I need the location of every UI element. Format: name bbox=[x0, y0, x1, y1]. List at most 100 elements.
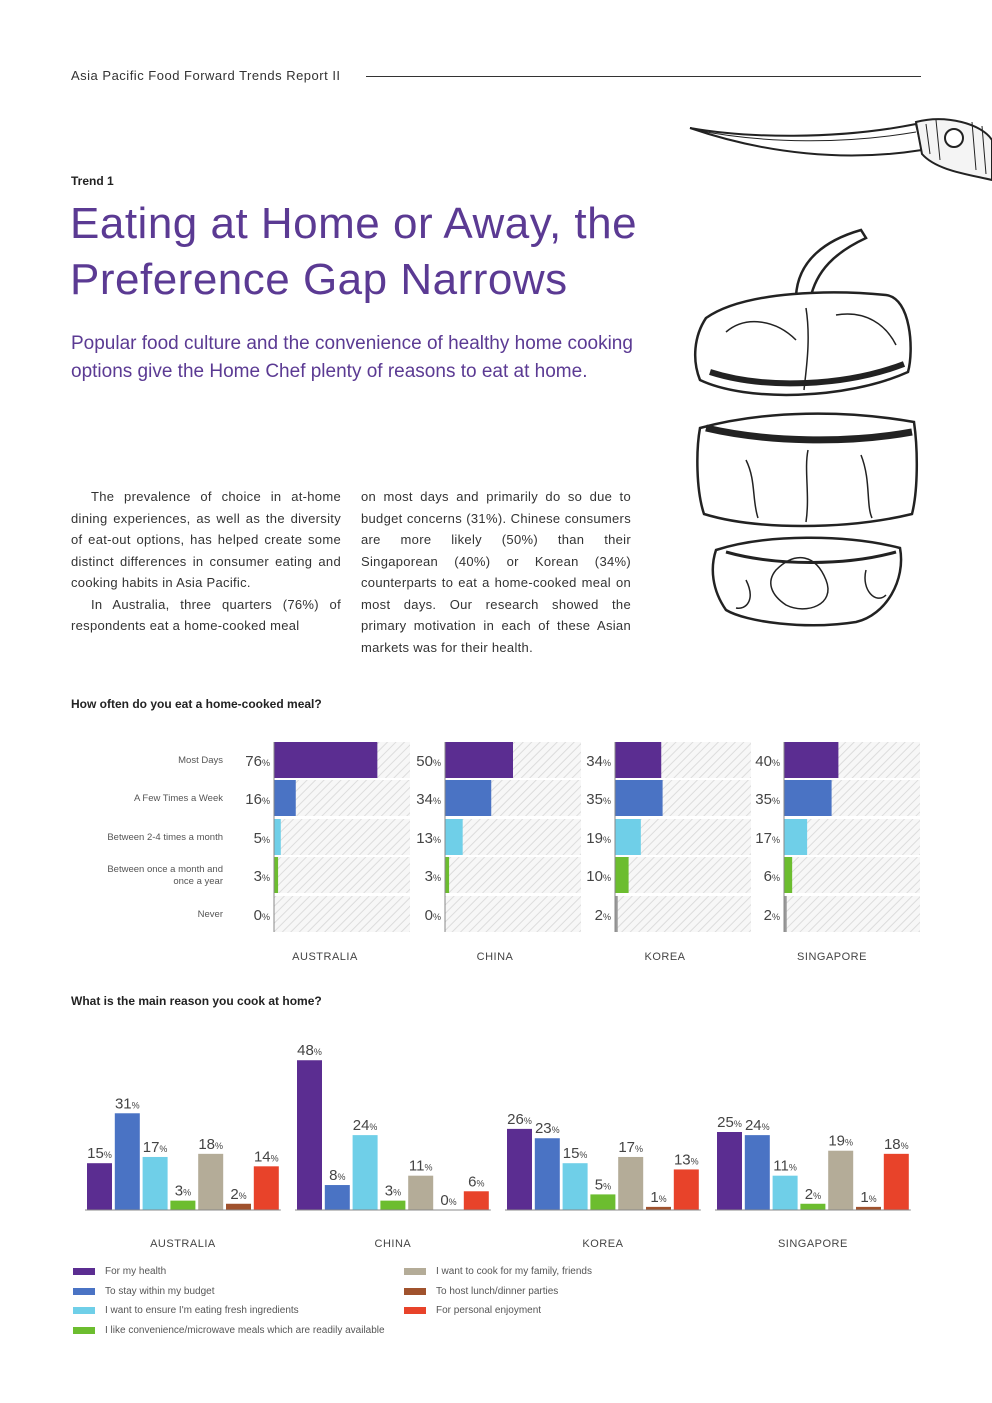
bar-background bbox=[615, 857, 751, 893]
frequency-value-label: 19% bbox=[586, 830, 611, 847]
category-label: A Few Times a Week bbox=[134, 793, 223, 804]
group-label: KOREA bbox=[582, 1238, 623, 1250]
frequency-bar bbox=[274, 857, 279, 893]
reason-value-label: 13% bbox=[674, 1151, 699, 1168]
reason-value-label: 2% bbox=[805, 1186, 821, 1203]
bar-background bbox=[274, 819, 410, 855]
frequency-bar bbox=[784, 819, 808, 855]
reason-bar bbox=[198, 1153, 224, 1210]
reason-value-label: 18% bbox=[884, 1136, 909, 1153]
bar-background bbox=[445, 819, 581, 855]
reason-value-label: 26% bbox=[507, 1111, 532, 1128]
reason-value-label: 48% bbox=[297, 1042, 322, 1059]
subtitle: Popular food culture and the convenience… bbox=[71, 330, 671, 386]
reason-value-label: 1% bbox=[860, 1189, 876, 1206]
legend-label: I want to cook for my family, friends bbox=[436, 1266, 592, 1278]
reason-bar bbox=[297, 1060, 322, 1210]
legend-label: To host lunch/dinner parties bbox=[436, 1285, 559, 1297]
reason-value-label: 8% bbox=[329, 1167, 345, 1184]
legend-item: To host lunch/dinner parties bbox=[404, 1282, 592, 1302]
reason-value-label: 5% bbox=[595, 1176, 611, 1193]
legend-swatch bbox=[73, 1287, 95, 1295]
reason-chart: 15% 31% 17% 3% 18% 2% 14% AUSTRALIA 48% 8% 24% 3% 11… bbox=[85, 1042, 911, 1250]
frequency-bar bbox=[615, 857, 629, 893]
frequency-bar bbox=[274, 780, 296, 816]
reason-value-label: 14% bbox=[254, 1148, 279, 1165]
reason-bar bbox=[463, 1191, 489, 1210]
reason-bar bbox=[673, 1169, 699, 1210]
frequency-value-label: 34% bbox=[416, 791, 441, 808]
reason-value-label: 23% bbox=[535, 1120, 560, 1137]
frequency-value-label: 3% bbox=[254, 868, 270, 885]
reason-value-label: 15% bbox=[87, 1145, 112, 1162]
frequency-value-label: 0% bbox=[254, 907, 270, 924]
reason-value-label: 17% bbox=[143, 1139, 168, 1156]
reason-bar bbox=[170, 1200, 196, 1210]
reason-value-label: 3% bbox=[385, 1183, 401, 1200]
legend-label: I like convenience/microwave meals which… bbox=[105, 1324, 385, 1336]
frequency-value-label: 6% bbox=[764, 868, 780, 885]
group-label: CHINA bbox=[477, 951, 514, 963]
reason-bar bbox=[744, 1135, 770, 1210]
frequency-value-label: 35% bbox=[755, 791, 780, 808]
frequency-bar bbox=[784, 896, 787, 932]
frequency-bar bbox=[615, 896, 618, 932]
chart2-title: What is the main reason you cook at home… bbox=[71, 994, 322, 1008]
frequency-bar bbox=[784, 742, 839, 778]
frequency-value-label: 2% bbox=[595, 907, 611, 924]
reason-bar bbox=[380, 1200, 406, 1210]
legend-right: I want to cook for my family, friends To … bbox=[404, 1262, 592, 1321]
frequency-value-label: 3% bbox=[425, 868, 441, 885]
frequency-value-label: 34% bbox=[586, 753, 611, 770]
report-header-title: Asia Pacific Food Forward Trends Report … bbox=[71, 68, 341, 83]
frequency-chart: Most Days A Few Times a Week Between 2-4 t… bbox=[107, 742, 920, 963]
reason-bar bbox=[324, 1185, 350, 1210]
knife-icon bbox=[689, 118, 992, 182]
reason-value-label: 15% bbox=[563, 1145, 588, 1162]
reason-value-label: 24% bbox=[745, 1117, 770, 1134]
legend-item: For personal enjoyment bbox=[404, 1301, 592, 1321]
reason-value-label: 31% bbox=[115, 1095, 140, 1112]
reason-value-label: 25% bbox=[717, 1114, 742, 1131]
pepper-icon bbox=[694, 228, 919, 627]
legend-label: For my health bbox=[105, 1266, 167, 1278]
body-column-right: on most days and primarily do so due to … bbox=[361, 486, 631, 658]
body-paragraph: The prevalence of choice in at-home dini… bbox=[71, 489, 341, 590]
subtitle-line-1: Popular food culture and the convenience… bbox=[71, 333, 633, 354]
reason-value-label: 3% bbox=[175, 1183, 191, 1200]
frequency-value-label: 13% bbox=[416, 830, 441, 847]
frequency-bar bbox=[615, 780, 663, 816]
reason-value-label: 11% bbox=[409, 1158, 433, 1175]
reason-bar bbox=[226, 1203, 251, 1210]
frequency-value-label: 16% bbox=[245, 791, 270, 808]
reason-bar bbox=[408, 1175, 434, 1210]
legend-item: I want to cook for my family, friends bbox=[404, 1262, 592, 1282]
reason-bar bbox=[800, 1203, 826, 1210]
reason-bar bbox=[717, 1132, 742, 1210]
frequency-bar bbox=[784, 780, 832, 816]
reason-value-label: 2% bbox=[230, 1186, 246, 1203]
reason-value-label: 6% bbox=[468, 1173, 484, 1190]
legend-swatch bbox=[73, 1307, 95, 1315]
reason-bar bbox=[534, 1138, 560, 1210]
reason-value-label: 18% bbox=[198, 1136, 223, 1153]
reason-bar bbox=[87, 1163, 112, 1210]
category-label: Most Days bbox=[178, 755, 223, 766]
body-paragraph: In Australia, three quarters (76%) of re… bbox=[71, 596, 341, 634]
legend-item: To stay within my budget bbox=[73, 1282, 385, 1302]
reason-value-label: 24% bbox=[353, 1117, 378, 1134]
legend-swatch bbox=[404, 1268, 426, 1276]
legend-label: To stay within my budget bbox=[105, 1285, 215, 1297]
frequency-bar bbox=[445, 819, 463, 855]
legend-item: I want to ensure I'm eating fresh ingred… bbox=[73, 1301, 385, 1321]
group-label: SINGAPORE bbox=[778, 1238, 848, 1250]
frequency-value-label: 40% bbox=[755, 753, 780, 770]
reason-bar bbox=[828, 1150, 854, 1210]
category-label: Between 2-4 times a month bbox=[107, 832, 223, 843]
reason-bar bbox=[646, 1206, 671, 1210]
reason-value-label: 0% bbox=[440, 1192, 456, 1209]
frequency-value-label: 76% bbox=[245, 753, 270, 770]
subtitle-line-2: options give the Home Chef plenty of rea… bbox=[71, 361, 588, 382]
group-label: SINGAPORE bbox=[797, 951, 867, 963]
reason-value-label: 17% bbox=[618, 1139, 643, 1156]
